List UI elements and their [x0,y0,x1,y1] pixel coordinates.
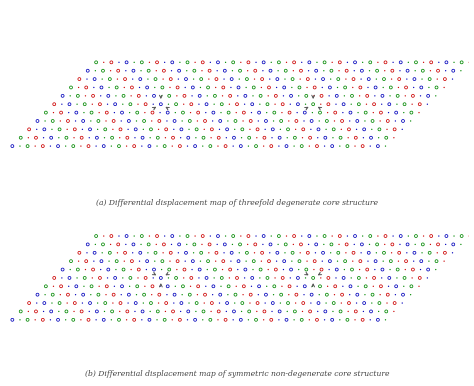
Text: (b) Differential displacement map of symmetric non-degenerate core structure: (b) Differential displacement map of sym… [85,369,389,378]
Text: (a) Differential displacement map of threefold degenerate core structure: (a) Differential displacement map of thr… [96,199,378,207]
